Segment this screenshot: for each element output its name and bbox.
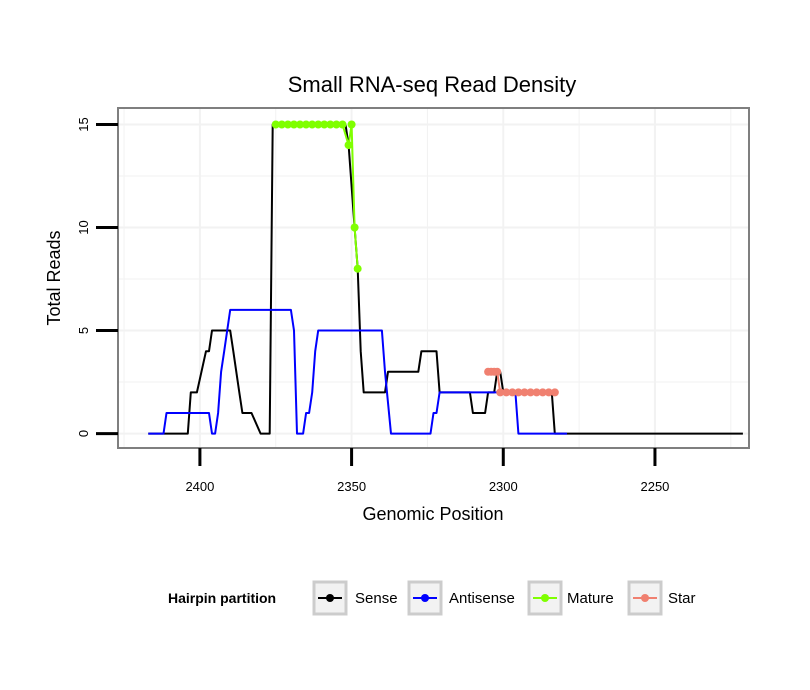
plot-panel-border <box>117 107 750 449</box>
mature-data-point <box>314 120 323 129</box>
mature-data-point <box>332 120 341 129</box>
legend-title: Hairpin partition <box>168 590 276 606</box>
plot-panel-background <box>118 108 749 448</box>
y-tick-label: 5 <box>76 327 91 334</box>
legend-key-point-sense <box>326 594 334 602</box>
star-data-point <box>514 388 523 397</box>
star-data-point <box>520 388 529 397</box>
chart-title: Small RNA-seq Read Density <box>288 72 577 97</box>
mature-data-point <box>289 120 298 129</box>
star-data-point <box>544 388 553 397</box>
mature-data-point <box>353 264 362 273</box>
legend-label-antisense: Antisense <box>449 590 515 607</box>
mature-data-point <box>344 141 353 150</box>
mature-data-point <box>347 120 356 129</box>
mature-data-point <box>283 120 292 129</box>
legend-label-star: Star <box>668 590 696 607</box>
legend-label-sense: Sense <box>355 590 398 607</box>
y-tick-label: 15 <box>76 117 91 131</box>
antisense-series-line <box>148 308 567 435</box>
mature-data-point <box>296 120 305 129</box>
mature-data-point <box>271 120 280 129</box>
y-tick-label: 0 <box>76 430 91 437</box>
mature-data-point <box>277 120 286 129</box>
x-tick-label: 2250 <box>640 479 669 494</box>
star-data-point <box>508 388 517 397</box>
y-axis: 0 5 10 15 <box>76 117 118 437</box>
series-points <box>271 120 559 397</box>
star-data-point <box>526 388 535 397</box>
mature-data-point <box>302 120 311 129</box>
x-tick-label: 2300 <box>489 479 518 494</box>
legend-key-point-antisense <box>421 594 429 602</box>
star-data-point <box>493 367 502 376</box>
mature-data-point <box>320 120 329 129</box>
legend-key-point-star <box>641 594 649 602</box>
star-data-point <box>538 388 547 397</box>
legend-label-mature: Mature <box>567 590 614 607</box>
y-tick-label: 10 <box>76 220 91 234</box>
star-data-point <box>502 388 511 397</box>
x-tick-label: 2400 <box>185 479 214 494</box>
mature-data-point <box>326 120 335 129</box>
legend-key-point-mature <box>541 594 549 602</box>
x-tick-label: 2350 <box>337 479 366 494</box>
mature-data-point <box>308 120 317 129</box>
legend: Hairpin partition Sense Antisense Mature St… <box>168 580 696 616</box>
mature-data-point <box>350 223 359 232</box>
star-data-point <box>496 388 505 397</box>
star-data-point <box>532 388 541 397</box>
x-axis-title: Genomic Position <box>362 504 503 524</box>
x-axis: 2400 2350 2300 2250 <box>185 448 669 494</box>
y-axis-title: Total Reads <box>44 230 64 325</box>
star-data-point <box>550 388 559 397</box>
mature-data-point <box>338 120 347 129</box>
